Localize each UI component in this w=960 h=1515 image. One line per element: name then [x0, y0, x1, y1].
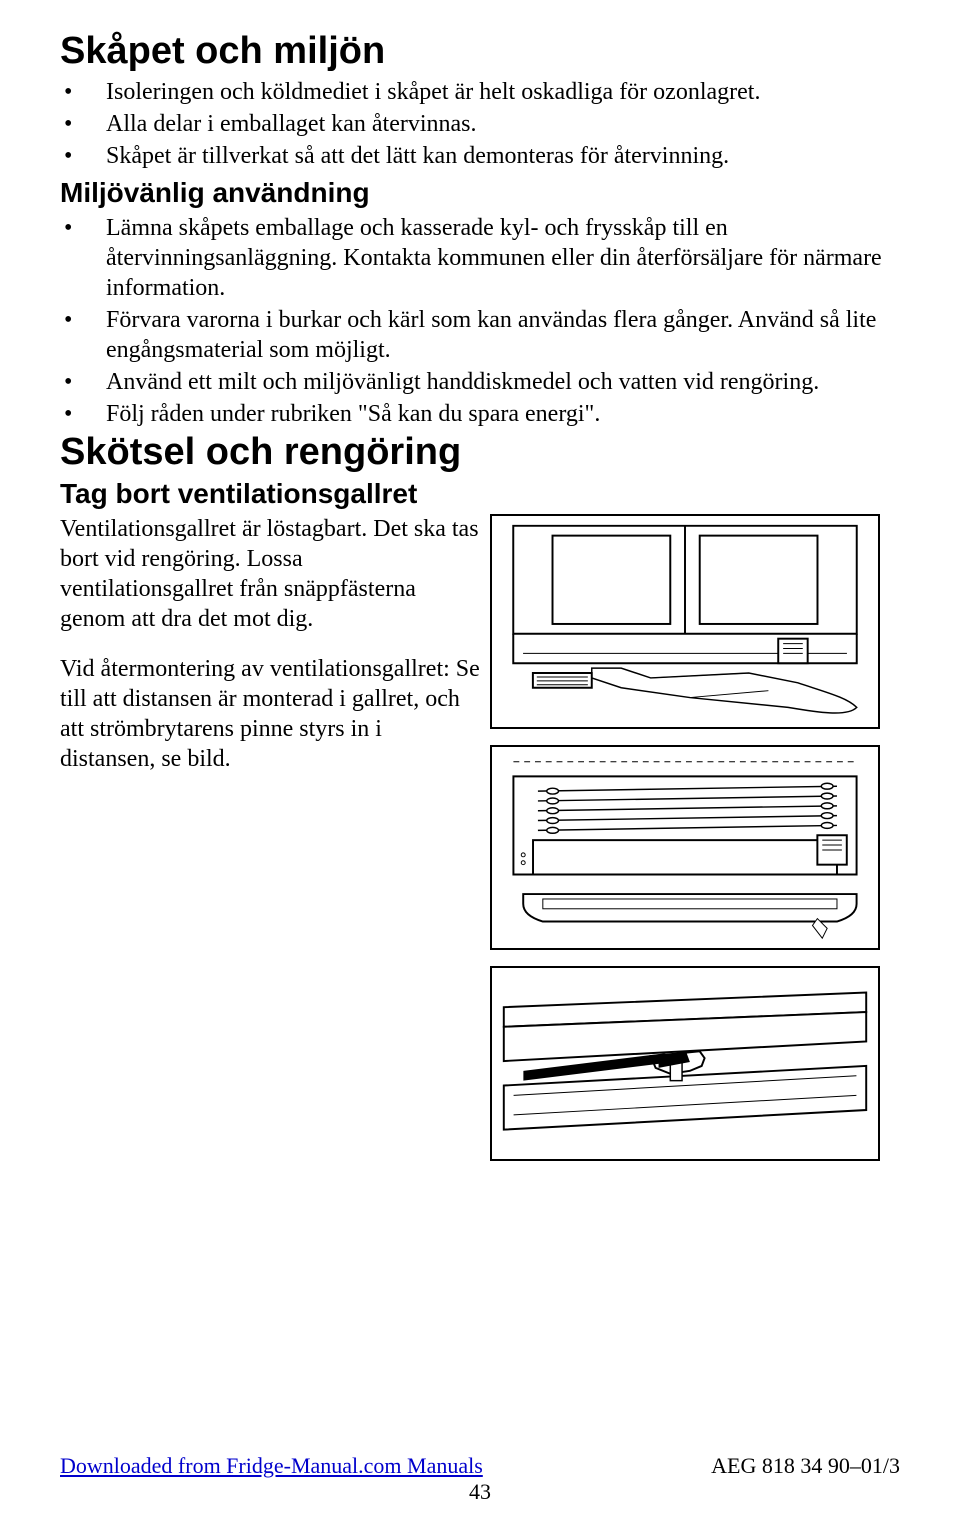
- footer-model: AEG 818 34 90–01/3: [711, 1453, 900, 1479]
- section2-heading: Miljövänlig användning: [60, 177, 900, 209]
- section2-bullet: Följ råden under rubriken "Så kan du spa…: [60, 399, 900, 429]
- footer-link[interactable]: Downloaded from Fridge-Manual.com Manual…: [60, 1453, 483, 1478]
- page-number: 43: [0, 1479, 960, 1505]
- section3-para1: Ventilationsgallret är löstagbart. Det s…: [60, 514, 480, 634]
- illustration-grille-front: [490, 745, 880, 950]
- illustration-grille-hand-closeup: [490, 966, 880, 1161]
- section1-heading: Skåpet och miljön: [60, 30, 900, 73]
- section3-subheading: Tag bort ventilationsgallret: [60, 478, 900, 510]
- section1-bullet: Skåpet är tillverkat så att det lätt kan…: [60, 141, 900, 171]
- section2-bullet: Använd ett milt och miljövänligt handdis…: [60, 367, 900, 397]
- section1-bullet: Alla delar i emballaget kan återvinnas.: [60, 109, 900, 139]
- section2-bullet: Förvara varorna i burkar och kärl som ka…: [60, 305, 900, 365]
- section1-bullet: Isoleringen och köldmediet i skåpet är h…: [60, 77, 900, 107]
- section3-para2: Vid återmontering av ventilationsgallret…: [60, 654, 480, 774]
- section3-heading: Skötsel och rengöring: [60, 431, 900, 474]
- section2-list: Lämna skåpets emballage och kasserade ky…: [60, 213, 900, 429]
- section1-list: Isoleringen och köldmediet i skåpet är h…: [60, 77, 900, 171]
- illustration-grille-remove: [490, 514, 880, 729]
- section2-bullet: Lämna skåpets emballage och kasserade ky…: [60, 213, 900, 303]
